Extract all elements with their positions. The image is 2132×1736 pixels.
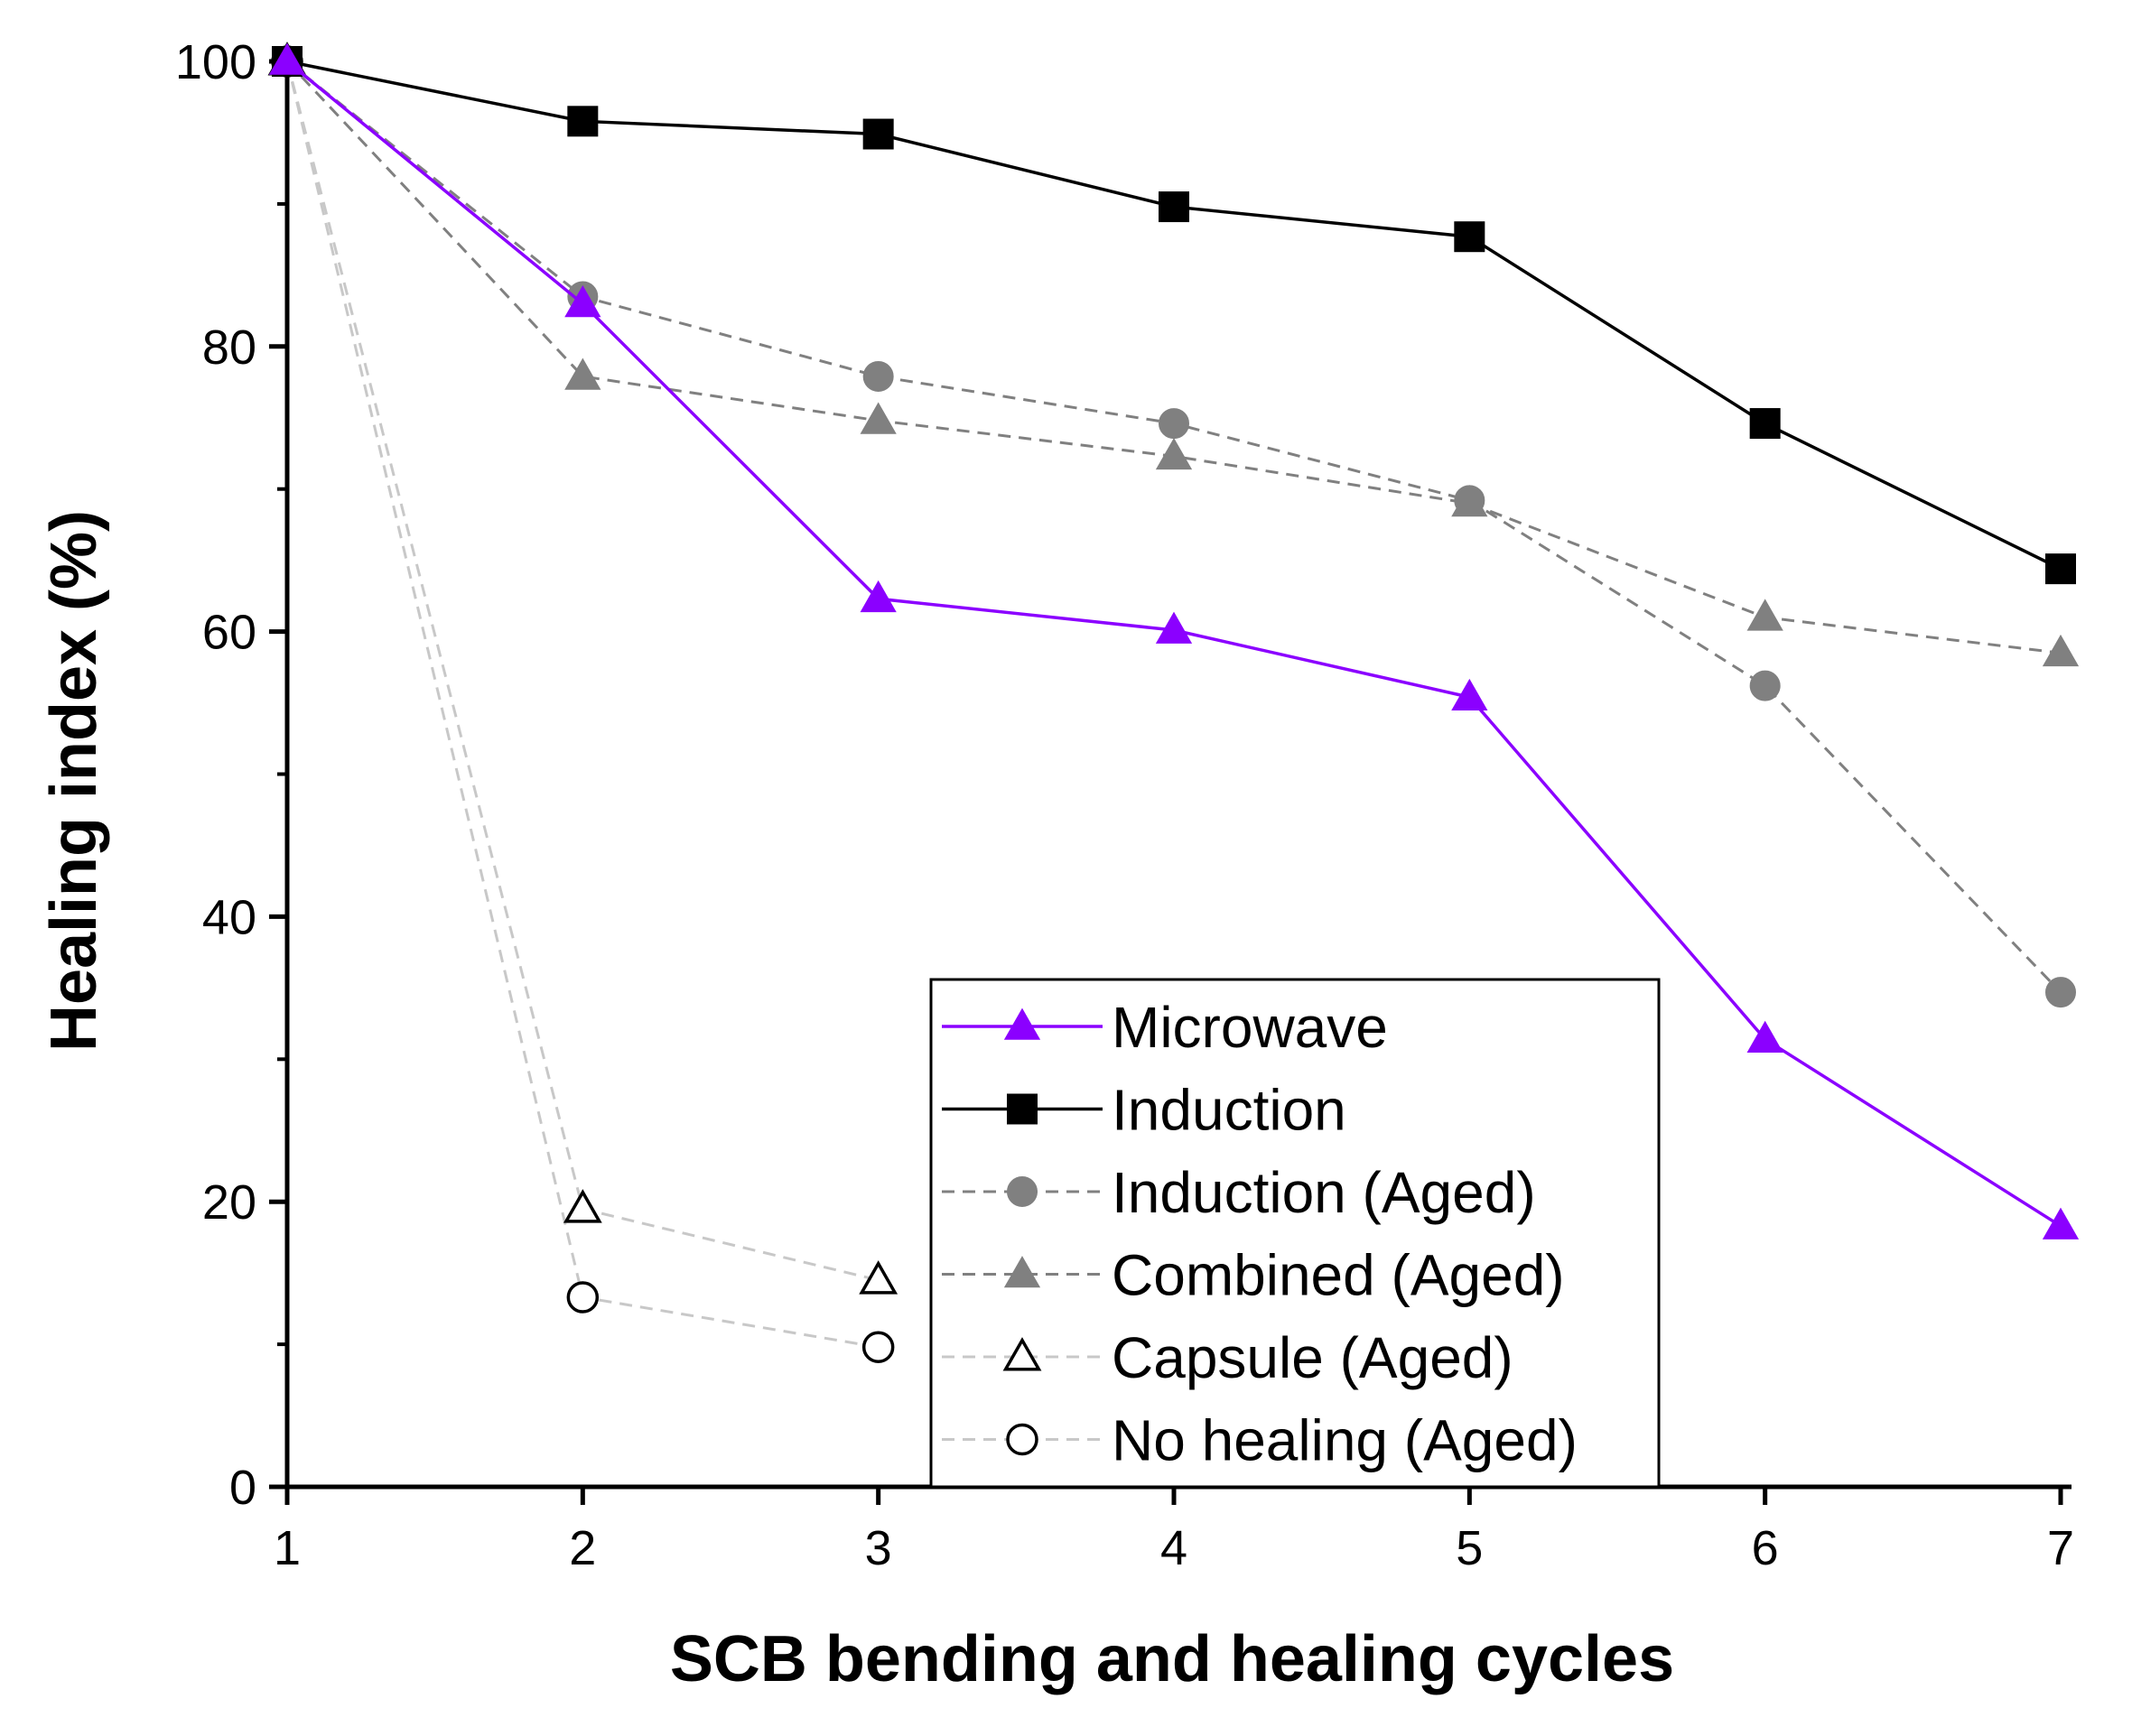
series-layer xyxy=(267,42,2080,1364)
legend: Microwave Induction Induction (Aged) Combin… xyxy=(929,978,1661,1489)
legend-marker xyxy=(1002,1337,1042,1371)
data-point xyxy=(1451,678,1488,711)
data-point xyxy=(1159,408,1189,440)
data-point xyxy=(860,402,897,434)
data-point xyxy=(564,357,601,390)
x-tick-label: 6 xyxy=(1752,1521,1779,1575)
x-tick-label: 2 xyxy=(569,1521,596,1575)
x-axis-title: SCB bending and healing cycles xyxy=(670,1623,1674,1695)
data-point xyxy=(859,1260,898,1295)
data-point xyxy=(1159,191,1189,223)
y-tick-label: 40 xyxy=(202,890,256,944)
data-point xyxy=(1749,408,1781,440)
y-axis-title: Healing index (%) xyxy=(38,510,110,1052)
legend-marker xyxy=(1007,1093,1038,1125)
data-point xyxy=(1746,599,1783,631)
data-point xyxy=(567,106,599,137)
legend-marker xyxy=(1003,1256,1041,1288)
series-line xyxy=(285,60,2062,654)
legend-item: Combined (Aged) xyxy=(942,1243,1565,1308)
y-tick-label: 100 xyxy=(175,35,256,89)
data-point xyxy=(861,1331,895,1364)
data-point xyxy=(564,285,601,318)
legend-item: Microwave xyxy=(942,995,1388,1060)
series-capsule-aged xyxy=(267,42,898,1295)
y-tick-label: 80 xyxy=(202,320,256,375)
data-point xyxy=(862,360,894,392)
y-tick-label: 60 xyxy=(202,606,256,660)
x-tick-label: 5 xyxy=(1456,1521,1483,1575)
legend-label: No healing (Aged) xyxy=(1112,1408,1578,1473)
legend-marker xyxy=(1003,1007,1041,1040)
legend-label: Capsule (Aged) xyxy=(1112,1325,1513,1390)
series-no-healing-aged xyxy=(271,45,895,1364)
legend-item: Induction xyxy=(942,1078,1346,1143)
data-point xyxy=(1454,221,1485,253)
data-point xyxy=(268,42,306,75)
legend-marker xyxy=(1006,1423,1038,1456)
data-point xyxy=(2045,553,2076,585)
legend-label: Induction xyxy=(1112,1078,1346,1143)
x-tick-label: 3 xyxy=(865,1521,892,1575)
y-tick-label: 20 xyxy=(202,1175,256,1230)
data-point xyxy=(1454,485,1485,516)
data-point xyxy=(1746,1020,1783,1053)
legend-item: Capsule (Aged) xyxy=(942,1325,1513,1390)
series-line xyxy=(286,60,2062,571)
x-tick-label: 7 xyxy=(2047,1521,2074,1575)
series-line xyxy=(285,60,880,1282)
data-point xyxy=(1155,611,1193,644)
data-point xyxy=(1749,670,1781,701)
series-induction-aged xyxy=(272,46,2076,1008)
data-point xyxy=(862,118,894,150)
axes: 0 20 40 60 80 100 1 2 3 4 5 6 7 xyxy=(175,35,2074,1575)
data-point xyxy=(2042,634,2080,667)
data-point xyxy=(2042,1207,2080,1239)
data-point xyxy=(860,580,897,613)
legend-label: Combined (Aged) xyxy=(1112,1243,1565,1308)
legend-box xyxy=(929,978,1661,1489)
legend-item: No healing (Aged) xyxy=(942,1408,1578,1473)
legend-label: Induction (Aged) xyxy=(1112,1160,1536,1225)
series-microwave xyxy=(268,42,2080,1239)
x-tick-label: 4 xyxy=(1160,1521,1187,1575)
legend-item: Induction (Aged) xyxy=(942,1160,1536,1225)
series-induction xyxy=(272,46,2076,585)
series-combined-aged xyxy=(268,42,2080,667)
legend-marker xyxy=(1007,1176,1038,1207)
data-point xyxy=(2045,977,2076,1008)
y-tick-label: 0 xyxy=(229,1461,256,1515)
legend-label: Microwave xyxy=(1112,995,1388,1060)
data-point xyxy=(563,1189,602,1223)
data-point xyxy=(566,1281,600,1314)
x-tick-label: 1 xyxy=(274,1521,301,1575)
series-line xyxy=(285,60,879,1349)
data-point xyxy=(1155,437,1193,470)
